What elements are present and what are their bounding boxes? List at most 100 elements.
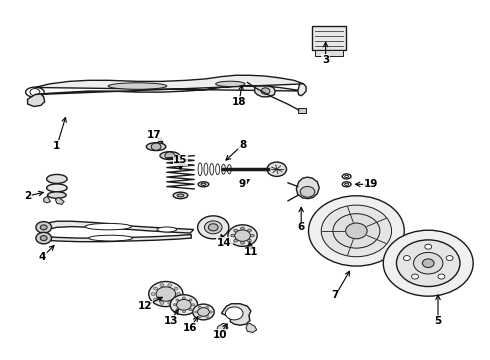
Text: 7: 7 xyxy=(332,291,339,301)
Circle shape xyxy=(170,295,197,315)
Ellipse shape xyxy=(108,83,167,89)
Circle shape xyxy=(176,293,180,296)
Circle shape xyxy=(182,297,185,299)
Circle shape xyxy=(446,256,453,261)
Ellipse shape xyxy=(48,192,66,198)
Circle shape xyxy=(425,244,432,249)
Polygon shape xyxy=(296,177,319,199)
Text: 2: 2 xyxy=(24,191,31,201)
Circle shape xyxy=(198,316,201,318)
Circle shape xyxy=(153,298,157,301)
Circle shape xyxy=(206,316,209,318)
Circle shape xyxy=(403,256,410,261)
Text: 5: 5 xyxy=(434,316,441,325)
Circle shape xyxy=(247,229,251,232)
Circle shape xyxy=(40,235,47,240)
Circle shape xyxy=(174,298,178,301)
Circle shape xyxy=(309,196,404,266)
Circle shape xyxy=(195,311,197,313)
Circle shape xyxy=(176,309,179,311)
Circle shape xyxy=(174,287,178,290)
Circle shape xyxy=(176,299,179,301)
Circle shape xyxy=(234,229,238,232)
Text: 19: 19 xyxy=(364,179,378,189)
Polygon shape xyxy=(255,86,275,97)
Circle shape xyxy=(176,300,191,310)
Circle shape xyxy=(189,299,192,301)
Text: 16: 16 xyxy=(183,323,197,333)
FancyBboxPatch shape xyxy=(315,50,343,55)
Polygon shape xyxy=(298,84,306,96)
Text: 9: 9 xyxy=(239,179,246,189)
Circle shape xyxy=(36,232,51,244)
Text: 3: 3 xyxy=(322,55,329,65)
Circle shape xyxy=(422,259,434,267)
Circle shape xyxy=(36,222,51,233)
Circle shape xyxy=(160,284,164,287)
Circle shape xyxy=(173,304,176,306)
Ellipse shape xyxy=(173,192,188,199)
Ellipse shape xyxy=(157,227,176,232)
Circle shape xyxy=(414,252,443,274)
Circle shape xyxy=(197,308,209,316)
Polygon shape xyxy=(42,234,191,242)
Circle shape xyxy=(438,274,445,279)
Text: 18: 18 xyxy=(232,97,246,107)
Circle shape xyxy=(209,311,212,313)
Text: 11: 11 xyxy=(244,247,258,257)
Circle shape xyxy=(193,304,214,320)
Polygon shape xyxy=(27,94,45,107)
Ellipse shape xyxy=(261,88,270,94)
Circle shape xyxy=(235,230,250,241)
Circle shape xyxy=(345,223,367,239)
Ellipse shape xyxy=(47,175,67,183)
Text: 12: 12 xyxy=(138,301,152,311)
Ellipse shape xyxy=(47,184,67,192)
Circle shape xyxy=(231,234,235,237)
Circle shape xyxy=(153,287,157,290)
Circle shape xyxy=(151,293,155,296)
Ellipse shape xyxy=(198,182,209,187)
Circle shape xyxy=(168,284,172,287)
Circle shape xyxy=(396,240,460,287)
Circle shape xyxy=(300,186,315,197)
Ellipse shape xyxy=(177,194,184,197)
Circle shape xyxy=(208,224,218,231)
Circle shape xyxy=(225,307,243,320)
Ellipse shape xyxy=(160,152,179,159)
Ellipse shape xyxy=(147,143,166,150)
Text: 15: 15 xyxy=(173,155,188,165)
Text: 13: 13 xyxy=(164,316,178,325)
Circle shape xyxy=(241,227,245,230)
Ellipse shape xyxy=(267,162,287,176)
Text: 17: 17 xyxy=(147,130,162,140)
Polygon shape xyxy=(55,197,64,204)
Polygon shape xyxy=(44,196,50,203)
Circle shape xyxy=(160,301,164,304)
Polygon shape xyxy=(298,108,306,113)
Ellipse shape xyxy=(85,224,131,230)
Text: 4: 4 xyxy=(39,252,46,262)
Circle shape xyxy=(168,301,172,304)
Circle shape xyxy=(192,304,195,306)
Circle shape xyxy=(333,214,380,248)
Ellipse shape xyxy=(201,183,206,185)
Circle shape xyxy=(189,309,192,311)
Circle shape xyxy=(412,274,418,279)
Polygon shape xyxy=(41,221,194,233)
Polygon shape xyxy=(246,323,257,332)
Circle shape xyxy=(383,230,473,296)
Circle shape xyxy=(247,239,251,242)
Text: 10: 10 xyxy=(212,330,227,340)
Circle shape xyxy=(204,221,222,234)
Circle shape xyxy=(197,216,229,239)
Circle shape xyxy=(206,306,209,309)
Text: 6: 6 xyxy=(297,222,305,232)
Circle shape xyxy=(40,225,47,230)
FancyBboxPatch shape xyxy=(313,26,345,50)
Circle shape xyxy=(241,241,245,244)
Text: 14: 14 xyxy=(217,238,232,248)
Circle shape xyxy=(156,287,175,301)
Circle shape xyxy=(149,282,183,307)
Circle shape xyxy=(250,234,254,237)
